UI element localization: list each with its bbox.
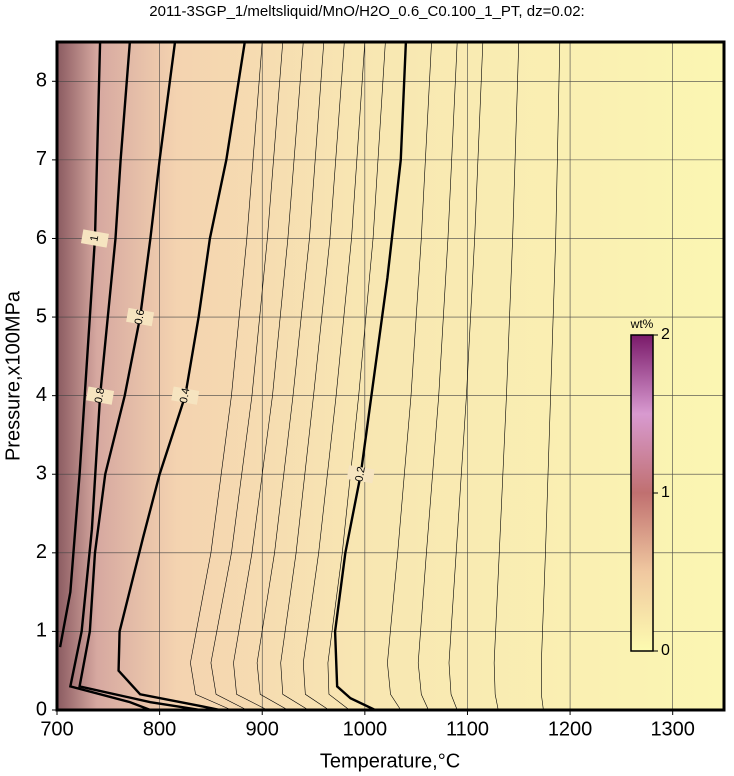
contour-label-bg [171,386,200,405]
x-tick-label: 700 [40,718,73,740]
minor-contour [493,42,520,710]
minor-contour [541,42,561,710]
y-tick-label: 8 [36,70,47,92]
x-tick-label: 1100 [446,718,489,740]
minor-contour [233,42,304,710]
y-tick-label: 6 [36,227,47,249]
colorbar-tick-label: 2 [661,326,670,343]
minor-contour [302,42,366,710]
x-tick-label: 1300 [650,718,695,740]
contour-label: 0.4 [178,387,192,404]
colorbar-tick-label: 0 [661,642,670,659]
y-tick-label: 2 [36,541,47,563]
minor-contour [387,42,432,710]
minor-contour [256,42,325,710]
contour-label: 0.8 [93,387,107,404]
minor-contour [210,42,284,710]
contour-label-bg [86,386,115,405]
x-axis-label: Temperature,°C [320,750,460,772]
colorbar-tick-label: 1 [661,484,670,501]
contour-label: 0.6 [133,308,147,325]
contour-label-bg [126,307,155,327]
colorbar-label: wt% [630,317,654,331]
minor-contour [327,42,386,710]
contour-line [117,42,246,710]
minor-contour [448,42,484,710]
y-axis-label: Pressure,x100MPa [2,290,24,461]
contour-line [78,42,201,710]
contour-line [68,42,151,710]
y-tick-label: 0 [36,698,47,720]
x-tick-label: 800 [143,718,176,740]
plot-frame [55,40,726,712]
contour-label-bg [346,465,375,484]
contour-line [333,42,408,710]
y-tick-label: 3 [36,463,47,485]
contour-label: 0.2 [353,466,367,483]
y-tick-label: 7 [36,148,47,170]
y-tick-label: 4 [36,384,47,406]
minor-contour [417,42,458,710]
y-tick-label: 5 [36,305,47,327]
chart-title: 2011-3SGP_1/meltsliquid/MnO/H2O_0.6_C0.1… [149,3,584,20]
contour-line [58,42,102,648]
x-tick-label: 900 [246,718,279,740]
contour-label-bg [80,229,109,248]
minor-contour [190,42,263,710]
x-tick-label: 1000 [343,718,388,740]
x-tick-label: 1200 [548,718,593,740]
plot-area [57,42,724,710]
colorbar [630,334,654,652]
minor-contour [280,42,345,710]
contour-label: 1 [88,234,101,242]
y-tick-label: 1 [36,620,47,642]
